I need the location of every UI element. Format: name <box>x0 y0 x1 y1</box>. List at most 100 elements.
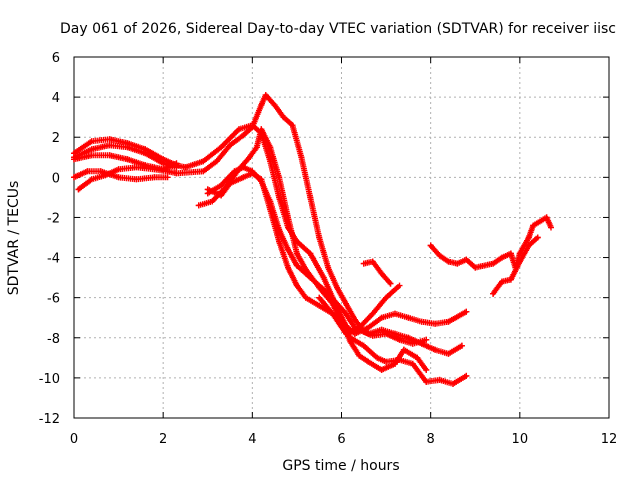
data-point <box>88 152 95 159</box>
data-point <box>525 234 532 241</box>
data-point <box>369 310 376 317</box>
data-point <box>249 170 256 177</box>
data-point <box>392 360 398 367</box>
data-point <box>463 256 470 263</box>
data-point <box>293 282 300 289</box>
tick-layer: 0 2 4 6 8 10 12 -12 -10 -8 -6 -4 -2 0 2 4 6 <box>39 51 618 447</box>
data-point <box>490 290 497 297</box>
data-point <box>427 242 434 249</box>
data-point <box>383 330 390 337</box>
data-point <box>365 324 372 331</box>
data-point <box>258 102 265 109</box>
data-point <box>512 264 519 271</box>
y-tick-label: 0 <box>52 171 60 186</box>
data-point <box>106 152 113 159</box>
data-point <box>329 310 336 317</box>
data-point <box>258 176 265 183</box>
data-point <box>240 164 247 171</box>
x-axis-label: GPS time / hours <box>282 458 399 474</box>
data-point <box>507 250 514 257</box>
y-tick-label: -6 <box>47 292 60 307</box>
data-point <box>360 260 367 267</box>
data-point <box>151 166 158 173</box>
data-point <box>423 336 430 343</box>
series-trace <box>71 168 430 373</box>
data-point <box>293 262 300 269</box>
data-point <box>387 280 394 287</box>
data-point <box>316 302 323 309</box>
data-point <box>276 174 283 181</box>
data-point <box>133 164 140 171</box>
data-point <box>267 158 274 165</box>
data-point <box>347 338 354 345</box>
data-point <box>360 328 367 335</box>
data-point <box>378 270 385 277</box>
data-point <box>285 214 291 221</box>
data-point <box>227 180 233 187</box>
data-point <box>334 284 340 291</box>
data-point <box>276 194 283 201</box>
series-track-6 <box>316 258 403 337</box>
y-axis-label: SDTVAR / TECUs <box>6 181 22 296</box>
data-point <box>106 136 113 143</box>
data-point <box>307 250 314 257</box>
data-point <box>258 126 265 133</box>
data-point <box>124 156 131 163</box>
data-point <box>236 126 242 133</box>
y-tick-label: 6 <box>52 51 60 66</box>
data-point <box>343 330 349 337</box>
series-track-7 <box>427 214 554 297</box>
data-point <box>392 310 398 317</box>
data-point <box>307 274 314 281</box>
data-point <box>298 154 305 161</box>
data-point <box>396 336 403 343</box>
data-point <box>124 144 131 151</box>
data-point <box>414 354 421 361</box>
data-point <box>343 310 349 317</box>
y-tick-label: -4 <box>47 252 60 267</box>
data-point <box>293 250 300 257</box>
y-tick-label: -10 <box>39 372 60 387</box>
y-tick-label: -2 <box>47 211 60 226</box>
data-point <box>307 194 314 201</box>
data-point <box>400 346 407 353</box>
data-point <box>262 92 269 99</box>
data-point <box>88 176 95 183</box>
data-point <box>164 168 171 175</box>
data-point <box>409 340 416 347</box>
data-point <box>548 224 554 231</box>
series-trace <box>427 214 554 297</box>
data-point <box>71 156 77 163</box>
data-point <box>378 314 385 321</box>
data-point <box>369 258 376 265</box>
data-point <box>218 182 225 189</box>
data-point <box>218 192 225 199</box>
x-tick-label: 4 <box>248 432 256 447</box>
data-point <box>334 300 340 307</box>
series-trace <box>71 152 465 357</box>
data-point <box>133 176 140 183</box>
data-point <box>378 366 385 373</box>
data-point <box>173 160 180 167</box>
data-point <box>525 242 532 249</box>
data-point <box>231 168 238 175</box>
data-point <box>351 316 358 323</box>
data-point <box>115 166 122 173</box>
data-point <box>423 366 430 373</box>
data-point <box>360 342 367 349</box>
data-point <box>280 114 287 121</box>
data-point <box>374 354 381 361</box>
data-point <box>249 124 256 131</box>
data-point <box>267 206 274 213</box>
data-point <box>240 174 247 181</box>
data-point <box>97 168 104 175</box>
data-point <box>213 158 220 165</box>
data-point <box>209 198 216 205</box>
data-point <box>454 260 461 267</box>
series-track-5 <box>71 168 430 373</box>
x-tick-label: 8 <box>427 432 435 447</box>
data-point <box>405 314 412 321</box>
data-point <box>356 324 363 331</box>
data-point <box>369 332 376 339</box>
